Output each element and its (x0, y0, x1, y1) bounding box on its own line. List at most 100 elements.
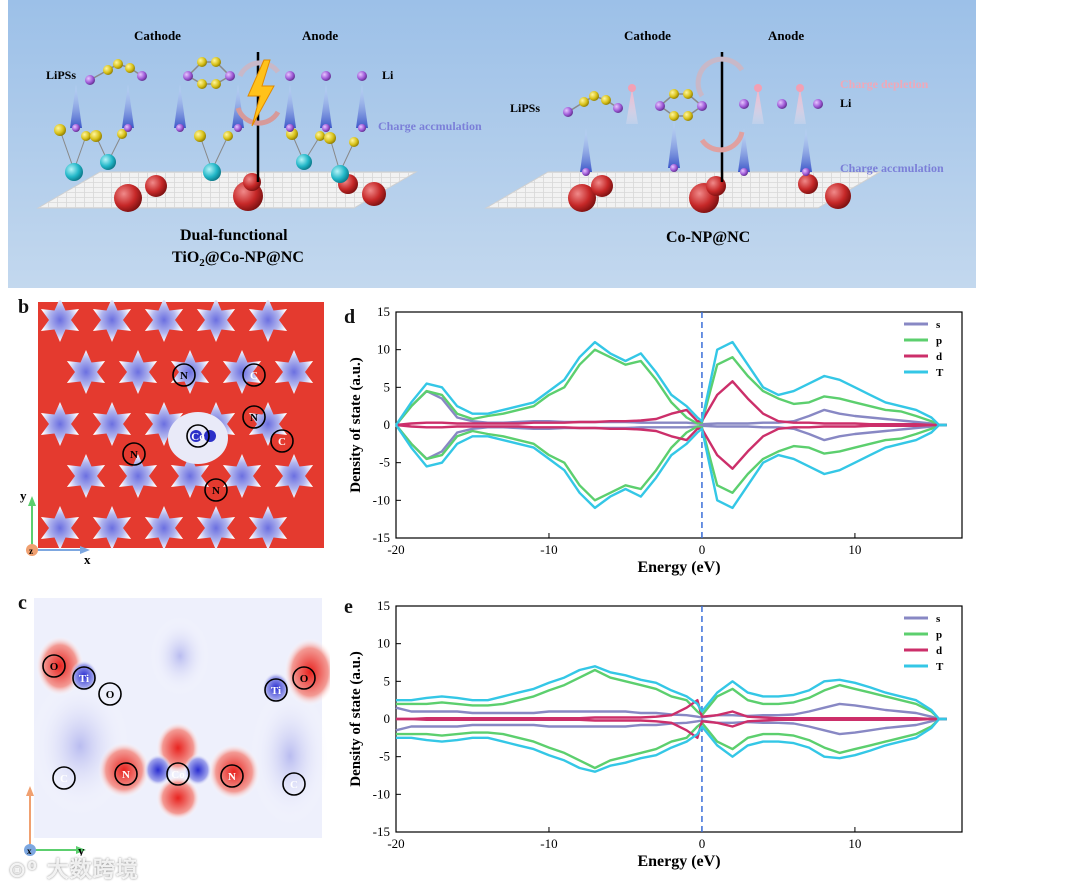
atom-label-c1: C (60, 773, 68, 785)
left-cathode-label: Cathode (134, 28, 181, 43)
atom-label-c1: C (250, 370, 258, 382)
atom-label-ti1: Ti (79, 673, 89, 685)
atom-label-n1: N (122, 769, 130, 781)
atom-label-o1: O (50, 661, 59, 673)
graphene-sheet-right (484, 171, 882, 209)
atom-label-n2: N (228, 771, 236, 783)
blue-star-9 (274, 350, 314, 394)
cycle-arrow-left (237, 60, 281, 78)
series-s-down (395, 717, 947, 736)
blue-star-14 (248, 402, 288, 446)
y-tick-label: 15 (377, 598, 390, 613)
charge-accumulation-cones-left (70, 84, 368, 128)
co-nanoparticles-right (568, 174, 851, 213)
blue-star-7 (170, 350, 210, 394)
electrons-left (72, 124, 366, 132)
blue-star-24 (248, 506, 288, 550)
blue-star-8 (222, 350, 262, 394)
left-lipss-label: LiPSs (46, 68, 76, 82)
series-d-up (395, 380, 947, 427)
legend-label-d: d (936, 351, 942, 363)
atom-label-n4: N (212, 485, 220, 497)
y-axis-label: Density of state (a.u.) (348, 357, 364, 492)
schematic-panel: Cathode Anode LiPSs Li Charge accmulatio… (8, 0, 976, 288)
blue-star-10 (40, 402, 80, 446)
electrons-right (582, 84, 810, 176)
y-tick-label: -15 (373, 824, 390, 839)
left-title-line2: TiO2@Co-NP@NC (172, 249, 304, 269)
svg-text:y: y (20, 488, 27, 503)
y-tick-label: 0 (384, 417, 391, 432)
atom-markers-c (42, 654, 316, 796)
blue-star-11 (92, 402, 132, 446)
legend-label-p: p (936, 629, 942, 641)
y-tick-label: -10 (373, 492, 390, 507)
left-li-label: Li (382, 68, 394, 82)
series-d-down (395, 423, 947, 470)
blue-star-4 (248, 300, 288, 342)
y-tick-label: 5 (384, 673, 391, 688)
series-T-up (396, 665, 947, 721)
y-tick-label: 5 (384, 379, 391, 394)
y-tick-label: -15 (373, 530, 390, 545)
charge-difference-map-c: O Ti O Ti O C N Co N C x z y (24, 598, 330, 856)
blue-star-3 (196, 300, 236, 342)
lightning-icon (247, 59, 275, 127)
svg-text:z: z (29, 546, 33, 556)
y-axis-label: Density of state (a.u.) (348, 651, 364, 786)
axis-indicator-b: z y x (20, 488, 91, 567)
series-p-down (396, 717, 947, 770)
blue-star-2 (144, 300, 184, 342)
atom-label-c2: C (278, 436, 286, 448)
blue-star-23 (196, 506, 236, 550)
svg-text:x: x (84, 552, 91, 567)
series-T-up (395, 340, 947, 427)
legend-label-p: p (936, 335, 942, 347)
right-li-label: Li (840, 96, 852, 110)
graphene-sheet-left (36, 171, 418, 209)
series-p-down (395, 423, 947, 502)
y-tick-label: 10 (377, 636, 390, 651)
watermark-logo: ⊙⁰ 大数跨境 (8, 858, 139, 883)
series-p-up (396, 668, 947, 721)
panel-letter-b: b (18, 296, 30, 318)
x-axis-label: Energy (eV) (637, 559, 720, 576)
series-T-down (395, 423, 947, 510)
right-cathode-label: Cathode (624, 28, 671, 43)
left-title-line1: Dual-functional (180, 227, 288, 244)
legend-label-s: s (936, 613, 941, 625)
blue-star-16 (118, 454, 158, 498)
x-axis-label: Energy (eV) (637, 853, 720, 870)
atom-label-n1: N (180, 370, 188, 382)
tio2-clusters (54, 124, 359, 183)
blue-star-regions (40, 300, 314, 550)
x-tick-label: -10 (540, 836, 557, 851)
right-lipss-label: LiPSs (510, 101, 540, 115)
series-d-down (396, 717, 947, 740)
blue-star-5 (66, 350, 106, 394)
charge-density-map-b: N C N Co C N N z y x (20, 300, 324, 567)
panel-letter-e: e (344, 596, 353, 618)
atom-label-ti2: Ti (271, 685, 281, 697)
right-anode-label: Anode (768, 28, 804, 43)
x-tick-label: -20 (387, 542, 404, 557)
blue-star-6 (118, 350, 158, 394)
series-T-down (396, 717, 947, 773)
series-p-up (395, 348, 947, 427)
blue-star-20 (40, 506, 80, 550)
blue-star-19 (274, 454, 314, 498)
charge-depletion-cones-right (626, 88, 806, 124)
x-tick-label: -20 (387, 836, 404, 851)
y-tick-label: 0 (384, 711, 391, 726)
blue-star-18 (222, 454, 262, 498)
atom-markers-b (122, 363, 294, 502)
legend-label-T: T (936, 367, 944, 379)
y-tick-label: 15 (377, 304, 390, 319)
atom-label-n3: N (130, 449, 138, 461)
y-tick-label: -5 (379, 455, 390, 470)
axis-indicator-c: x z y (24, 786, 86, 856)
panel-letter-d: d (344, 306, 356, 328)
series-d-up (396, 698, 947, 721)
blue-star-15 (66, 454, 106, 498)
blue-star-1 (92, 300, 132, 342)
